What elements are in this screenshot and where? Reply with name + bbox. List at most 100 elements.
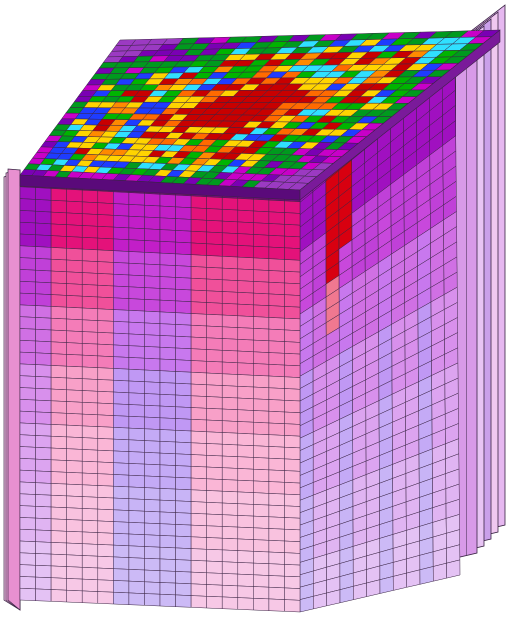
front-cell [113, 438, 130, 452]
front-cell [81, 260, 99, 274]
front-cell [237, 256, 254, 270]
front-cell [206, 220, 223, 234]
front-cell [268, 235, 285, 249]
front-cell [128, 321, 145, 335]
front-cell [190, 477, 207, 491]
front-cell [221, 584, 239, 598]
front-cell [284, 528, 301, 542]
front-cell [50, 306, 67, 320]
front-cell [268, 457, 285, 471]
front-cell [81, 390, 99, 404]
front-cell [190, 277, 207, 292]
front-cell [113, 238, 130, 252]
front-cell [81, 496, 99, 510]
front-cell [253, 480, 270, 494]
front-cell [237, 538, 254, 552]
front-cell [128, 580, 145, 594]
front-cell [237, 327, 254, 341]
front-cell [50, 341, 67, 355]
front-cell [35, 199, 52, 213]
front-cell [253, 269, 270, 283]
front-cell [268, 528, 285, 542]
front-cell [190, 230, 207, 245]
front-cell [19, 198, 36, 212]
front-cell [128, 451, 145, 465]
front-cell [268, 551, 285, 565]
front-cell [237, 386, 254, 400]
front-cell [268, 328, 285, 342]
front-cell [206, 278, 223, 292]
front-cell [221, 373, 239, 387]
front-cell [50, 235, 67, 249]
front-cell [237, 221, 254, 235]
front-cell [50, 542, 67, 556]
front-cell [19, 469, 36, 483]
front-cell [97, 438, 114, 452]
front-cell [81, 213, 99, 227]
front-cell [175, 371, 192, 385]
front-cell [284, 388, 301, 402]
front-cell [175, 382, 192, 397]
front-cell [35, 435, 52, 449]
front-cell [253, 363, 270, 377]
front-cell [237, 468, 254, 482]
front-cell [19, 505, 36, 519]
front-cell [237, 597, 254, 611]
front-cell [284, 411, 301, 425]
front-cell [113, 379, 130, 394]
front-cell [144, 204, 161, 219]
front-cell [237, 409, 254, 423]
front-cell [81, 449, 99, 463]
front-cell [50, 200, 67, 214]
front-cell [268, 246, 285, 260]
front-cell [35, 565, 52, 578]
front-cell [35, 222, 52, 236]
front-cell [50, 459, 67, 473]
front-cell [159, 523, 176, 537]
front-cell [190, 513, 207, 527]
front-cell [97, 497, 114, 511]
front-cell [284, 200, 301, 214]
front-cell [97, 308, 114, 322]
front-cell [175, 477, 192, 491]
front-cell [50, 247, 67, 261]
front-cell [159, 405, 176, 419]
front-cell [159, 593, 176, 607]
front-cell [144, 193, 161, 207]
front-cell [144, 346, 161, 360]
front-cell [159, 394, 176, 408]
front-cell [175, 500, 192, 514]
front-cell [144, 299, 161, 313]
side-cell [446, 559, 461, 579]
front-cell [97, 320, 114, 334]
front-cell [237, 456, 254, 470]
front-cell [35, 447, 52, 461]
front-cell [50, 577, 67, 591]
front-cell [50, 494, 67, 508]
front-cell [97, 520, 114, 534]
front-cell [35, 293, 52, 307]
front-cell [175, 559, 192, 573]
front-cell [113, 215, 130, 229]
front-cell [268, 446, 285, 460]
front-cell [175, 277, 192, 291]
front-cell [50, 188, 67, 202]
front-cell [284, 564, 301, 578]
front-cell [159, 441, 176, 455]
front-cell [128, 427, 145, 441]
front-cell [284, 599, 301, 613]
front-cell [221, 267, 239, 281]
front-cell [81, 590, 99, 604]
front-cell [190, 560, 207, 574]
front-cell [159, 335, 176, 349]
front-cell [206, 384, 223, 398]
front-cell [253, 386, 270, 400]
front-cell [113, 450, 130, 464]
front-cell [81, 531, 99, 545]
front-cell [128, 439, 145, 453]
front-cell [159, 311, 176, 325]
front-cell [50, 317, 67, 332]
front-cell [66, 283, 83, 297]
front-cell [253, 398, 270, 412]
